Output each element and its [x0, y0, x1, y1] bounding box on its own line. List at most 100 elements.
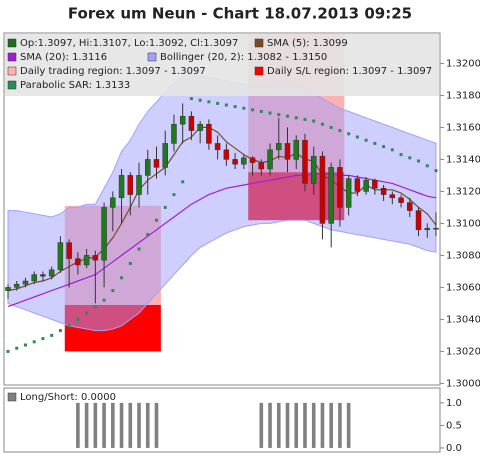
sar-dot: [58, 329, 62, 333]
sar-dot: [224, 103, 228, 107]
candle-body: [206, 123, 212, 144]
candle-body: [380, 187, 387, 195]
legend-swatch: [7, 66, 17, 76]
candle-body: [153, 159, 160, 168]
sar-dot: [207, 100, 211, 104]
candle-body: [75, 258, 81, 266]
legend-label: Daily S/L region: 1.3097 - 1.3097: [267, 66, 432, 77]
sar-dot: [382, 145, 386, 149]
legend-label: Daily trading region: 1.3097 - 1.3097: [20, 66, 206, 77]
sar-dot: [216, 101, 220, 105]
sar-dot: [181, 180, 185, 184]
sar-dot: [355, 135, 359, 139]
chart-title: Forex um Neun - Chart 18.07.2013 09:25: [68, 5, 412, 23]
y-tick-label: 1.3160: [446, 122, 480, 133]
sar-dot: [251, 108, 255, 112]
y-tick-label: 1.3180: [446, 90, 480, 101]
candle-body: [40, 274, 46, 277]
candle-body: [363, 179, 369, 192]
bar: [294, 402, 299, 448]
candle-body: [5, 287, 11, 291]
sar-dot: [329, 125, 333, 129]
sar-dot: [23, 343, 27, 347]
legend-label: Bollinger (20, 2): 1.3082 - 1.3150: [160, 52, 327, 63]
sar-dot: [268, 111, 272, 115]
bollinger-band: [7, 74, 437, 332]
sar-dot: [338, 129, 342, 133]
candle-body: [354, 178, 361, 192]
sar-dot: [242, 106, 246, 110]
candle-body: [162, 143, 168, 168]
legend-swatch: [254, 38, 264, 48]
legend-swatch: [147, 52, 157, 62]
sar-dot: [277, 113, 281, 117]
legend-swatch: [254, 66, 264, 76]
sar-dot: [76, 317, 80, 321]
y-tick-label: 0.5: [446, 420, 462, 431]
candle-body: [136, 175, 142, 195]
sar-dot: [320, 122, 324, 126]
bar: [145, 402, 150, 448]
legend-label: SMA (20): 1.3116: [20, 52, 107, 63]
bar: [111, 402, 115, 448]
candle-body: [188, 115, 195, 131]
y-tick-label: 0.0: [446, 443, 462, 454]
sar-dot: [163, 205, 167, 209]
candle-body: [171, 123, 177, 144]
candle-body: [241, 157, 247, 165]
bar: [329, 402, 333, 448]
sar-dot: [41, 337, 45, 341]
candle-body: [276, 143, 282, 151]
candle-body: [223, 149, 230, 160]
sar-dot: [390, 148, 394, 152]
candle-body: [22, 280, 29, 285]
candle-body: [127, 175, 134, 195]
candle-body: [345, 178, 352, 208]
y-tick-label: 1.3040: [446, 314, 480, 325]
bar: [102, 402, 106, 448]
candle-body: [83, 255, 90, 266]
legend-label: SMA (5): 1.3099: [267, 38, 348, 49]
candle-body: [328, 167, 334, 224]
sar-dot: [408, 156, 412, 160]
bar: [320, 402, 325, 448]
sar-dot: [347, 132, 351, 136]
bar: [76, 402, 80, 448]
sar-dot: [111, 289, 115, 293]
bar: [154, 402, 159, 448]
legend-label: Long/Short: 0.0000: [20, 392, 116, 403]
sar-dot: [172, 193, 176, 197]
sar-dot: [85, 311, 89, 315]
candle-body: [293, 139, 299, 160]
sar-dot: [128, 261, 132, 265]
candle-body: [284, 143, 291, 160]
sar-dot: [15, 346, 19, 350]
overlay: 1.3000 1.3020 1.3040 1.3060 1.3080 1.3100 1.31…: [5, 34, 480, 454]
bar: [128, 402, 133, 448]
candle-body: [145, 159, 151, 176]
y-tick-label: 1.3060: [446, 282, 480, 293]
candle-body: [267, 149, 273, 170]
sar-dot: [417, 159, 421, 163]
candle-body: [319, 155, 326, 224]
sar-dot: [6, 349, 10, 353]
sar-dot: [294, 116, 298, 120]
sar-dot: [32, 340, 36, 344]
sar-dot: [312, 119, 316, 123]
sar-dot: [198, 98, 202, 102]
candle-body: [179, 115, 186, 125]
sar-dot: [102, 298, 106, 302]
candle-body: [118, 175, 125, 199]
candle-body: [424, 227, 431, 231]
legend-box: [5, 34, 439, 96]
candle-body: [13, 283, 20, 288]
sar-dot: [373, 141, 377, 145]
candle-body: [214, 143, 221, 151]
candle-body: [249, 157, 256, 163]
candle-body: [92, 255, 99, 261]
candle-body: [57, 242, 64, 271]
sar-dot: [120, 276, 124, 280]
legend-label: Parabolic SAR: 1.3133: [20, 80, 130, 91]
sar-dot: [50, 333, 54, 337]
candle-body: [415, 210, 422, 231]
